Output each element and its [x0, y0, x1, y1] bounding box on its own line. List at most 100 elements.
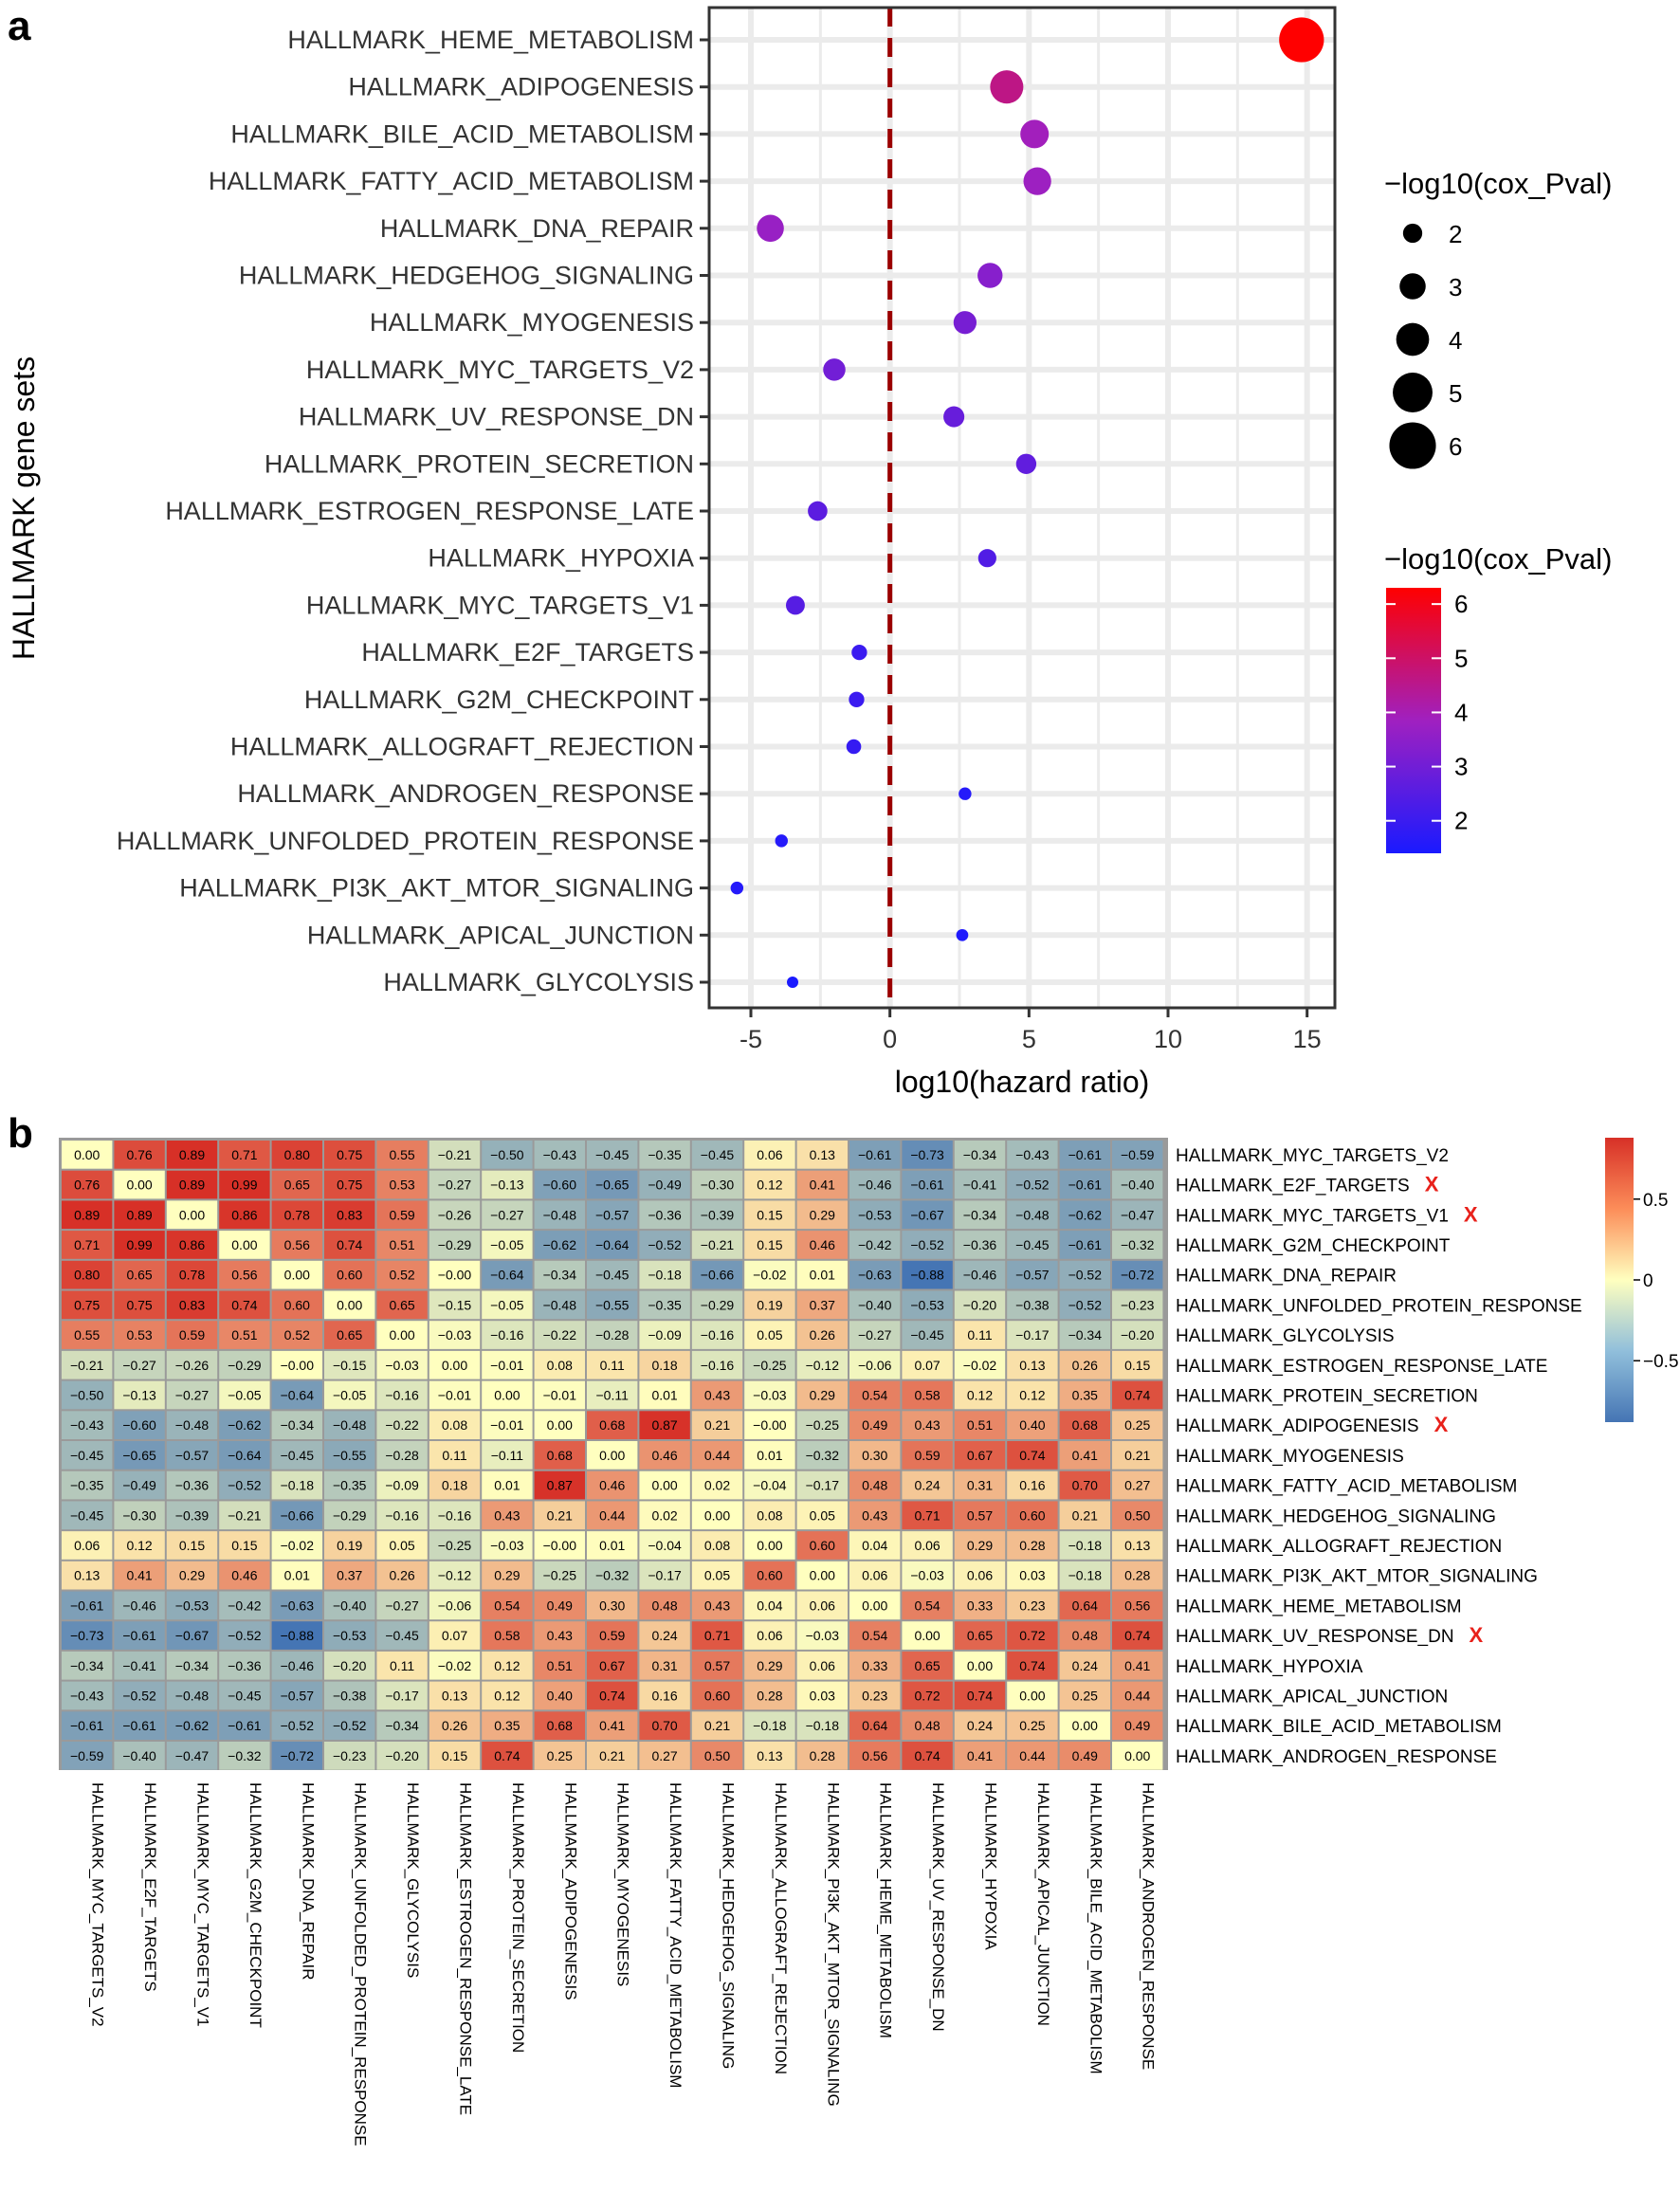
heatmap-cell-value: −0.00 [753, 1417, 787, 1433]
heatmap-cell-value: −0.64 [490, 1268, 524, 1283]
heatmap-cell-value: 0.12 [757, 1178, 782, 1193]
category-label: HALLMARK_DNA_REPAIR [380, 214, 694, 243]
heatmap-cell [482, 1411, 533, 1439]
heatmap-cell [639, 1470, 690, 1500]
heatmap-cell-value: 0.58 [494, 1628, 520, 1643]
heatmap-cell [954, 1681, 1006, 1710]
heatmap-cell [114, 1170, 165, 1199]
heatmap-cell-value: −0.01 [543, 1387, 577, 1402]
heatmap-cell-value: 0.19 [757, 1297, 782, 1312]
heatmap-cell-value: 0.21 [1072, 1507, 1098, 1523]
heatmap-cell-value: −0.26 [175, 1358, 210, 1373]
heatmap-row-label: HALLMARK_MYOGENESIS [1176, 1447, 1404, 1467]
heatmap-cell-value: −0.04 [648, 1538, 682, 1553]
heatmap-cell [954, 1260, 1006, 1289]
heatmap-cell [114, 1711, 165, 1740]
heatmap-cell-value: −0.59 [1121, 1147, 1155, 1162]
heatmap-cell [324, 1561, 375, 1590]
row-mark-x: X [1464, 1202, 1478, 1226]
heatmap-cell-value: 0.40 [547, 1688, 573, 1703]
heatmap-cell [166, 1290, 218, 1320]
heatmap-cell-value: −0.39 [701, 1207, 735, 1222]
heatmap-cell-value: 0.28 [757, 1688, 782, 1703]
heatmap-cell [1112, 1531, 1163, 1560]
heatmap-cell-value: 0.44 [704, 1448, 730, 1463]
heatmap-cell-value: −0.32 [806, 1448, 840, 1463]
heatmap-cell-value: 0.00 [179, 1207, 205, 1222]
heatmap-cell [429, 1651, 481, 1680]
heatmap-cell-value: 0.71 [914, 1507, 940, 1523]
heatmap-cell [954, 1170, 1006, 1199]
heatmap-cell [849, 1681, 901, 1710]
heatmap-cell [1112, 1411, 1163, 1439]
heatmap-cell [796, 1260, 848, 1289]
heatmap-cell-value: 0.46 [651, 1448, 677, 1463]
heatmap-cell [587, 1411, 638, 1439]
heatmap-cell [796, 1651, 848, 1680]
heatmap-cell [796, 1742, 848, 1770]
heatmap-cell [1059, 1141, 1110, 1169]
heatmap-cell [114, 1621, 165, 1650]
heatmap-cell [954, 1531, 1006, 1560]
x-tick-label: 15 [1293, 1025, 1322, 1053]
heatmap-cell [1112, 1170, 1163, 1199]
heatmap-cell [744, 1470, 795, 1500]
size-legend-dot [1389, 422, 1436, 469]
x-tick-label: 5 [1022, 1025, 1036, 1053]
heatmap-cell-value: −0.45 [595, 1268, 630, 1283]
heatmap-cell-value: 0.00 [599, 1448, 625, 1463]
heatmap-cell [429, 1290, 481, 1320]
heatmap-cell [1112, 1591, 1163, 1620]
heatmap-cell-value: 0.24 [651, 1628, 677, 1643]
heatmap-cell-value: −0.16 [490, 1327, 524, 1342]
heatmap-cell [271, 1380, 322, 1410]
heatmap-cell [482, 1200, 533, 1230]
heatmap-cell-value: −0.67 [175, 1628, 210, 1643]
heatmap-cell [271, 1141, 322, 1169]
heatmap-cell [324, 1531, 375, 1560]
heatmap-column-label: HALLMARK_UV_RESPONSE_DN [929, 1782, 947, 2032]
heatmap-column-label: HALLMARK_GLYCOLYSIS [404, 1782, 422, 1978]
heatmap-cell-value: −0.34 [385, 1718, 419, 1733]
heatmap-cell [639, 1260, 690, 1289]
heatmap-cell [62, 1501, 113, 1530]
heatmap-cell [219, 1321, 270, 1349]
heatmap-cell [587, 1711, 638, 1740]
heatmap-cell-value: −0.30 [701, 1178, 735, 1193]
heatmap-cell [534, 1441, 585, 1470]
heatmap-cell [587, 1231, 638, 1259]
heatmap-cell-value: 0.01 [757, 1448, 782, 1463]
heatmap-cell [1059, 1321, 1110, 1349]
heatmap-cell-value: 0.48 [862, 1478, 887, 1493]
heatmap-cell-value: −0.61 [910, 1178, 944, 1193]
heatmap-cell [219, 1651, 270, 1680]
heatmap-cell-value: −0.26 [438, 1207, 472, 1222]
heatmap-cell-value: −0.65 [122, 1448, 156, 1463]
heatmap-cell-value: −0.64 [228, 1448, 262, 1463]
heatmap-cell-value: −0.18 [753, 1718, 787, 1733]
heatmap-cell-value: 0.01 [284, 1568, 310, 1583]
heatmap-cell [534, 1200, 585, 1230]
heatmap-row-label: HALLMARK_DNA_REPAIR [1176, 1267, 1397, 1287]
heatmap-cell-value: −0.21 [438, 1147, 472, 1162]
heatmap-cell-value: −0.64 [281, 1387, 315, 1402]
heatmap-cell [691, 1531, 743, 1560]
heatmap-cell [1007, 1441, 1058, 1470]
color-scale-label: −0.5 [1643, 1352, 1679, 1372]
heatmap-cell-value: −0.12 [806, 1358, 840, 1373]
heatmap-cell [954, 1470, 1006, 1500]
heatmap-cell [376, 1411, 428, 1439]
heatmap-cell [902, 1621, 953, 1650]
heatmap-cell-value: −0.55 [595, 1297, 630, 1312]
heatmap-cell-value: 0.01 [651, 1387, 677, 1402]
heatmap-cell [166, 1591, 218, 1620]
category-label: HALLMARK_UV_RESPONSE_DN [299, 403, 694, 431]
panel-b-letter: b [8, 1110, 33, 1157]
heatmap-cell [429, 1742, 481, 1770]
heatmap-cell-value: 0.25 [1019, 1718, 1045, 1733]
heatmap-cell-value: 0.51 [389, 1237, 414, 1252]
heatmap-cell-value: −0.16 [701, 1358, 735, 1373]
heatmap-cell-value: 0.00 [914, 1628, 940, 1643]
heatmap-cell [744, 1531, 795, 1560]
heatmap-cell-value: −0.52 [333, 1718, 367, 1733]
